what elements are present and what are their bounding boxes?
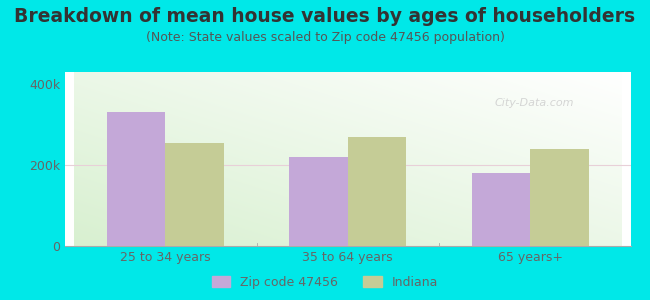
Bar: [472, 173, 530, 246]
Bar: [107, 112, 165, 246]
Bar: [530, 149, 588, 246]
Bar: [165, 143, 224, 246]
Text: City-Data.com: City-Data.com: [495, 98, 575, 108]
Text: (Note: State values scaled to Zip code 47456 population): (Note: State values scaled to Zip code 4…: [146, 32, 504, 44]
Legend: Zip code 47456, Indiana: Zip code 47456, Indiana: [207, 271, 443, 294]
Bar: [289, 157, 348, 246]
Text: Breakdown of mean house values by ages of householders: Breakdown of mean house values by ages o…: [14, 8, 636, 26]
Bar: [348, 137, 406, 246]
